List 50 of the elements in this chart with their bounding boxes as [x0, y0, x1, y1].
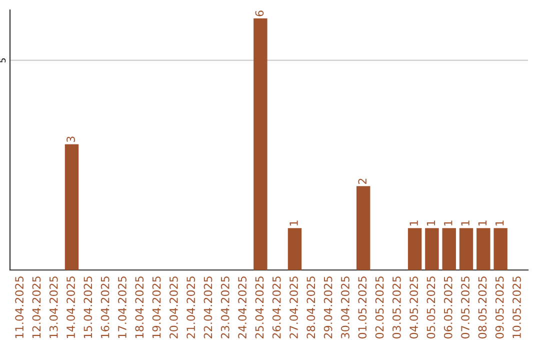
x-tick-label: 29.04.2025: [324, 276, 332, 338]
x-tick-label: 02.05.2025: [375, 276, 384, 338]
bar: [442, 228, 456, 270]
bar: [408, 228, 422, 270]
x-tick-label: 24.04.2025: [238, 276, 246, 338]
x-tick-label: 23.04.2025: [220, 276, 230, 338]
x-tick-label: 21.04.2025: [186, 276, 196, 338]
bar: [459, 228, 474, 270]
x-tick-label: 09.05.2025: [495, 276, 504, 338]
x-tick-label: 15.04.2025: [84, 276, 92, 338]
data-label: 6: [255, 10, 264, 16]
data-label: 1: [290, 220, 298, 226]
x-tick-label: 08.05.2025: [478, 276, 487, 338]
x-tick-label: 12.04.2025: [32, 276, 41, 338]
x-tick-label: 17.04.2025: [118, 276, 126, 338]
x-tick-label: 10.05.2025: [512, 276, 521, 338]
bar: [494, 228, 508, 270]
x-tick-label: 19.04.2025: [152, 276, 161, 338]
bar: [254, 18, 268, 270]
bar: [288, 228, 302, 270]
x-tick-label: 07.05.2025: [461, 276, 470, 338]
x-tick-label: 03.05.2025: [392, 276, 401, 338]
x-tick-label: 28.04.2025: [306, 276, 316, 338]
x-tick-label: 14.04.2025: [66, 276, 75, 338]
data-label: 1: [444, 220, 452, 226]
bar: [356, 186, 370, 270]
x-tick-label: 25.04.2025: [255, 276, 264, 338]
data-label: 1: [461, 220, 470, 226]
x-tick-label: 22.04.2025: [204, 276, 212, 338]
x-tick-label: 16.04.2025: [100, 276, 110, 338]
x-tick-label: 18.04.2025: [135, 276, 144, 338]
data-label: 1: [478, 220, 486, 226]
x-tick-label: 30.04.2025: [341, 276, 350, 338]
data-label: 2: [358, 178, 366, 184]
x-tick-label: 04.05.2025: [410, 276, 418, 338]
x-tick-label: 01.05.2025: [358, 276, 367, 338]
bar: [425, 228, 439, 270]
data-label: 3: [66, 136, 75, 142]
x-tick-label: 26.04.2025: [272, 276, 281, 338]
x-tick-label: 13.04.2025: [49, 276, 58, 338]
data-label: 1: [410, 220, 418, 226]
data-label: 1: [496, 220, 504, 226]
x-tick-label: 27.04.2025: [290, 276, 298, 338]
bar: [476, 228, 490, 270]
x-tick-label: 20.04.2025: [169, 276, 178, 338]
x-tick-label: 11.04.2025: [15, 276, 24, 338]
x-tick-label: 06.05.2025: [444, 276, 452, 338]
bar: [64, 144, 79, 270]
data-label: 1: [426, 220, 436, 226]
x-tick-label: 05.05.2025: [426, 276, 436, 338]
